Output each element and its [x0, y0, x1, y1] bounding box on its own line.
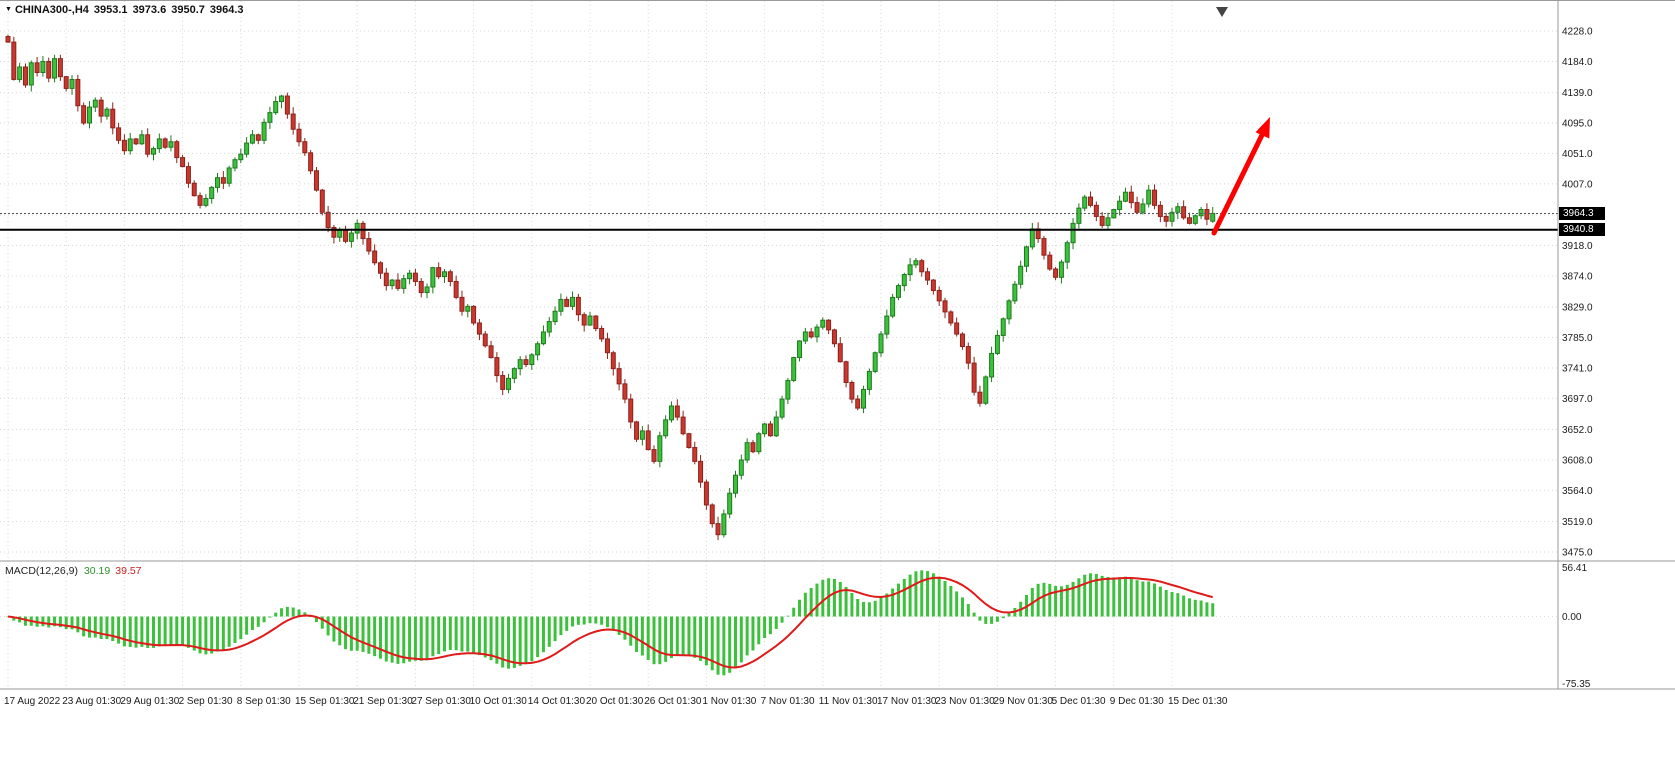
macd-histogram [6, 570, 1215, 676]
ohlc-close-value: 3964.3 [209, 4, 244, 16]
time-tick-label: 2 Sep 01:30 [179, 696, 233, 707]
time-tick-label: 10 Oct 01:30 [470, 696, 528, 707]
time-tick-label: 29 Aug 01:30 [120, 696, 179, 707]
price-tick-label: 3475.0 [1562, 548, 1593, 559]
macd-indicator-label: MACD(12,26,9) 30.19 39.57 [5, 565, 142, 577]
price-tick-label: 4139.0 [1562, 88, 1593, 99]
ohlc-open-value: 3953.1 [93, 4, 128, 16]
time-tick-label: 9 Dec 01:30 [1110, 696, 1164, 707]
ohlc-low-value: 3950.7 [171, 4, 205, 16]
price-tick-label: 3741.0 [1562, 363, 1593, 374]
macd-scale-zero: 0.00 [1562, 612, 1582, 623]
price-axis[interactable]: 4228.04184.04139.04095.04051.04007.03962… [1562, 27, 1593, 559]
price-tick-label: 3918.0 [1562, 241, 1593, 252]
price-tick-label: 3608.0 [1562, 455, 1593, 466]
price-tick-label: 3697.0 [1562, 394, 1593, 405]
hline-price-badge: 3940.8 [1559, 223, 1605, 237]
macd-scale-top: 56.41 [1562, 563, 1587, 574]
time-tick-label: 20 Oct 01:30 [586, 696, 644, 707]
time-tick-label: 15 Sep 01:30 [295, 696, 355, 707]
symbol-marker-icon: ▼ [5, 6, 12, 13]
price-tick-label: 3785.0 [1562, 333, 1593, 344]
macd-main-value: 30.19 [83, 565, 111, 577]
macd-name-label: MACD(12,26,9) [5, 565, 78, 577]
macd-signal-value: 39.57 [115, 565, 142, 577]
price-tick-label: 3519.0 [1562, 517, 1593, 528]
time-tick-label: 1 Nov 01:30 [702, 696, 756, 707]
time-tick-label: 15 Dec 01:30 [1168, 696, 1228, 707]
time-tick-label: 11 Nov 01:30 [819, 696, 878, 707]
ohlc-high-value: 3973.6 [132, 4, 167, 16]
macd-scale-bottom: -75.35 [1562, 679, 1591, 690]
time-tick-label: 8 Sep 01:30 [237, 696, 291, 707]
grid [0, 1, 1558, 689]
symbol-ohlc-readout: ▼ CHINA300-,H4 3953.1 3973.6 3950.7 3964.3 [5, 4, 244, 16]
time-tick-label: 17 Aug 2022 [4, 696, 61, 707]
symbol-period-label: CHINA300-,H4 [14, 4, 89, 16]
price-tick-label: 4228.0 [1562, 27, 1593, 38]
price-tick-label: 3652.0 [1562, 425, 1593, 436]
current-price-badge: 3964.3 [1559, 206, 1605, 220]
candlestick-series [5, 34, 1216, 541]
price-tick-label: 3874.0 [1562, 271, 1593, 282]
trend-arrow-annotation[interactable] [1211, 117, 1270, 236]
macd-scale[interactable]: 56.41 0.00 -75.35 [1562, 563, 1591, 690]
chart-shift-marker-icon[interactable] [1216, 7, 1228, 17]
price-tick-label: 3564.0 [1562, 486, 1593, 497]
time-tick-label: 5 Dec 01:30 [1052, 696, 1106, 707]
price-tick-label: 4095.0 [1562, 119, 1593, 130]
price-tick-label: 4051.0 [1562, 149, 1593, 160]
time-tick-label: 7 Nov 01:30 [761, 696, 815, 707]
price-tick-label: 4007.0 [1562, 179, 1593, 190]
price-tick-label: 3829.0 [1562, 303, 1593, 314]
price-tick-label: 4184.0 [1562, 57, 1593, 68]
time-tick-label: 21 Sep 01:30 [353, 696, 413, 707]
time-tick-label: 29 Nov 01:30 [993, 696, 1053, 707]
time-tick-label: 17 Nov 01:30 [877, 696, 937, 707]
time-tick-label: 14 Oct 01:30 [528, 696, 586, 707]
time-tick-label: 23 Nov 01:30 [935, 696, 995, 707]
time-axis[interactable]: 17 Aug 2022 23 Aug 01:30 29 Aug 01:30 2 Sep… [4, 696, 1228, 707]
time-tick-label: 23 Aug 01:30 [62, 696, 121, 707]
macd-signal-line [7, 576, 1213, 669]
time-tick-label: 26 Oct 01:30 [644, 696, 702, 707]
time-tick-label: 27 Sep 01:30 [411, 696, 471, 707]
